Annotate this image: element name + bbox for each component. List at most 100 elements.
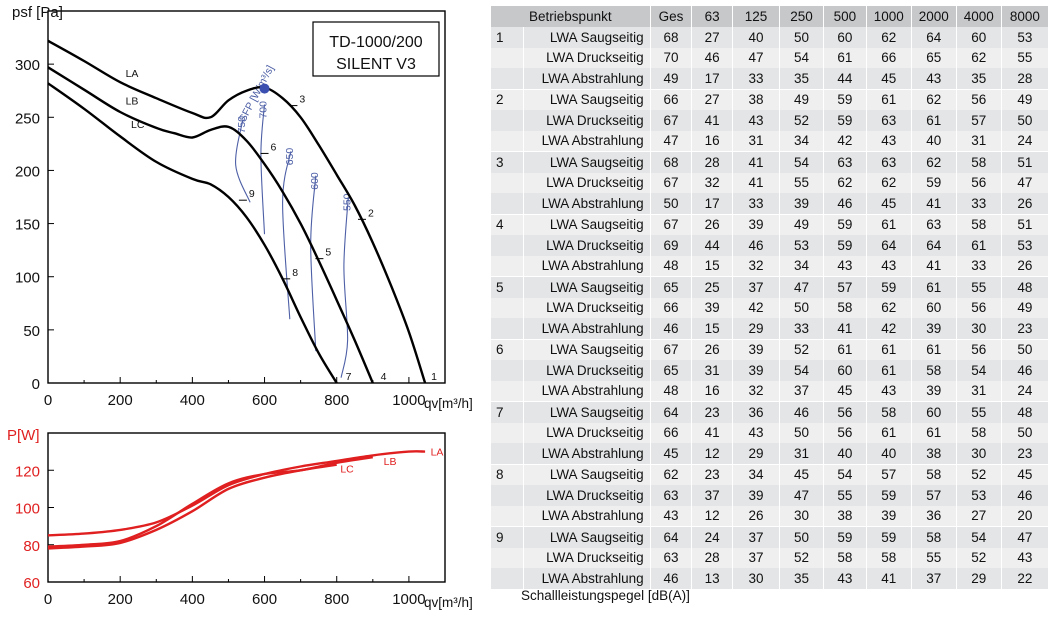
operating-point-cell: 4 bbox=[491, 214, 525, 235]
value-cell: 41 bbox=[732, 172, 781, 193]
value-cell: 47 bbox=[1001, 526, 1050, 548]
header-band-8000: 8000 bbox=[1001, 6, 1050, 27]
value-cell: 28 bbox=[691, 547, 733, 568]
value-cell: 15 bbox=[691, 318, 733, 340]
value-cell: 29 bbox=[732, 318, 781, 340]
x-tick-label: 800 bbox=[324, 392, 349, 409]
value-cell: 48 bbox=[650, 380, 693, 402]
power-curve-LA bbox=[47, 450, 426, 537]
operating-point-cell bbox=[491, 193, 525, 215]
value-cell: 30 bbox=[732, 568, 781, 590]
value-cell: 55 bbox=[911, 547, 957, 568]
header-band-2000: 2000 bbox=[911, 6, 957, 27]
value-cell: 47 bbox=[732, 47, 781, 68]
value-cell: 36 bbox=[911, 505, 957, 527]
value-cell: 45 bbox=[866, 68, 912, 90]
value-cell: 32 bbox=[691, 172, 733, 193]
operating-point-cell: 9 bbox=[491, 526, 525, 548]
value-cell: 35 bbox=[779, 68, 824, 90]
table-row: 2 LWA Saugseitig 66 27 38 49 59 61 62 56 49 bbox=[491, 89, 1050, 110]
value-cell: 54 bbox=[779, 151, 824, 173]
value-cell: 26 bbox=[1001, 255, 1050, 277]
header-band-500: 500 bbox=[823, 6, 867, 27]
value-cell: 48 bbox=[1001, 276, 1050, 298]
value-cell: 62 bbox=[823, 172, 867, 193]
value-cell: 61 bbox=[866, 360, 912, 381]
row-label-cell: LWA Abstrahlung bbox=[523, 443, 651, 465]
value-cell: 46 bbox=[650, 318, 693, 340]
value-cell: 54 bbox=[823, 464, 867, 485]
value-cell: 47 bbox=[779, 276, 824, 298]
value-cell: 58 bbox=[956, 151, 1002, 173]
value-cell: 43 bbox=[732, 110, 781, 131]
table-row: 5 LWA Saugseitig 65 25 37 47 57 59 61 55 48 bbox=[491, 276, 1050, 298]
value-cell: 39 bbox=[732, 214, 781, 235]
value-cell: 45 bbox=[779, 464, 824, 485]
sfp-line-label: 650 bbox=[284, 148, 296, 166]
value-cell: 53 bbox=[779, 235, 824, 256]
value-cell: 23 bbox=[691, 401, 733, 423]
curve-label: LA bbox=[431, 447, 444, 459]
x-tick-label: 0 bbox=[44, 392, 52, 409]
power-curve-chart: 60 80 100 120 0 200 400 600 800 1000 P[W] qv[m³/h] L… bbox=[7, 427, 473, 610]
value-cell: 41 bbox=[732, 151, 781, 173]
value-cell: 25 bbox=[691, 276, 733, 298]
value-cell: 38 bbox=[823, 505, 867, 527]
operating-point-cell bbox=[491, 485, 525, 506]
operating-point-cell: 6 bbox=[491, 339, 525, 360]
value-cell: 45 bbox=[823, 380, 867, 402]
table-row: LWA Abstrahlung 48 16 32 37 45 43 39 31 24 bbox=[491, 380, 1050, 402]
value-cell: 26 bbox=[732, 505, 781, 527]
y-tick-label: 60 bbox=[23, 575, 40, 592]
value-cell: 53 bbox=[1001, 235, 1050, 256]
sfp-line-label: 750 bbox=[236, 116, 248, 134]
value-cell: 23 bbox=[691, 464, 733, 485]
value-cell: 62 bbox=[866, 297, 912, 318]
value-cell: 68 bbox=[650, 27, 693, 48]
value-cell: 27 bbox=[691, 27, 733, 48]
operating-point-label: 9 bbox=[249, 188, 255, 200]
value-cell: 60 bbox=[823, 360, 867, 381]
value-cell: 56 bbox=[956, 297, 1002, 318]
value-cell: 23 bbox=[1001, 318, 1050, 340]
value-cell: 30 bbox=[956, 443, 1002, 465]
y-tick-label: 150 bbox=[15, 217, 40, 234]
value-cell: 56 bbox=[956, 172, 1002, 193]
value-cell: 66 bbox=[866, 47, 912, 68]
x-tick-label: 800 bbox=[324, 591, 349, 608]
value-cell: 54 bbox=[956, 526, 1002, 548]
value-cell: 33 bbox=[956, 193, 1002, 215]
value-cell: 43 bbox=[866, 380, 912, 402]
operating-point-label: 3 bbox=[299, 94, 305, 106]
sfp-line bbox=[235, 119, 251, 203]
value-cell: 39 bbox=[691, 297, 733, 318]
value-cell: 61 bbox=[866, 89, 912, 110]
value-cell: 46 bbox=[1001, 485, 1050, 506]
value-cell: 46 bbox=[691, 47, 733, 68]
value-cell: 46 bbox=[650, 568, 693, 590]
value-cell: 42 bbox=[732, 297, 781, 318]
chart-title: SILENT V3 bbox=[336, 56, 416, 73]
value-cell: 56 bbox=[956, 339, 1002, 360]
value-cell: 41 bbox=[691, 110, 733, 131]
row-label-cell: LWA Saugseitig bbox=[523, 214, 651, 235]
curve-label: LC bbox=[340, 463, 354, 475]
row-label-cell: LWA Druckseitig bbox=[523, 172, 651, 193]
row-label-cell: LWA Abstrahlung bbox=[523, 568, 651, 590]
table-row: LWA Abstrahlung 47 16 31 34 42 43 40 31 24 bbox=[491, 130, 1050, 152]
table-row: LWA Druckseitig 63 37 39 47 55 59 57 53 46 bbox=[491, 485, 1050, 506]
value-cell: 26 bbox=[691, 214, 733, 235]
value-cell: 37 bbox=[691, 485, 733, 506]
curve-label: LC bbox=[131, 119, 145, 131]
value-cell: 58 bbox=[911, 360, 957, 381]
value-cell: 47 bbox=[779, 485, 824, 506]
value-cell: 61 bbox=[866, 339, 912, 360]
value-cell: 57 bbox=[823, 276, 867, 298]
value-cell: 66 bbox=[650, 422, 693, 443]
value-cell: 67 bbox=[650, 339, 693, 360]
value-cell: 64 bbox=[911, 27, 957, 48]
x-axis-label: qv[m³/h] bbox=[424, 595, 473, 610]
value-cell: 61 bbox=[866, 214, 912, 235]
value-cell: 61 bbox=[823, 339, 867, 360]
value-cell: 45 bbox=[866, 193, 912, 215]
